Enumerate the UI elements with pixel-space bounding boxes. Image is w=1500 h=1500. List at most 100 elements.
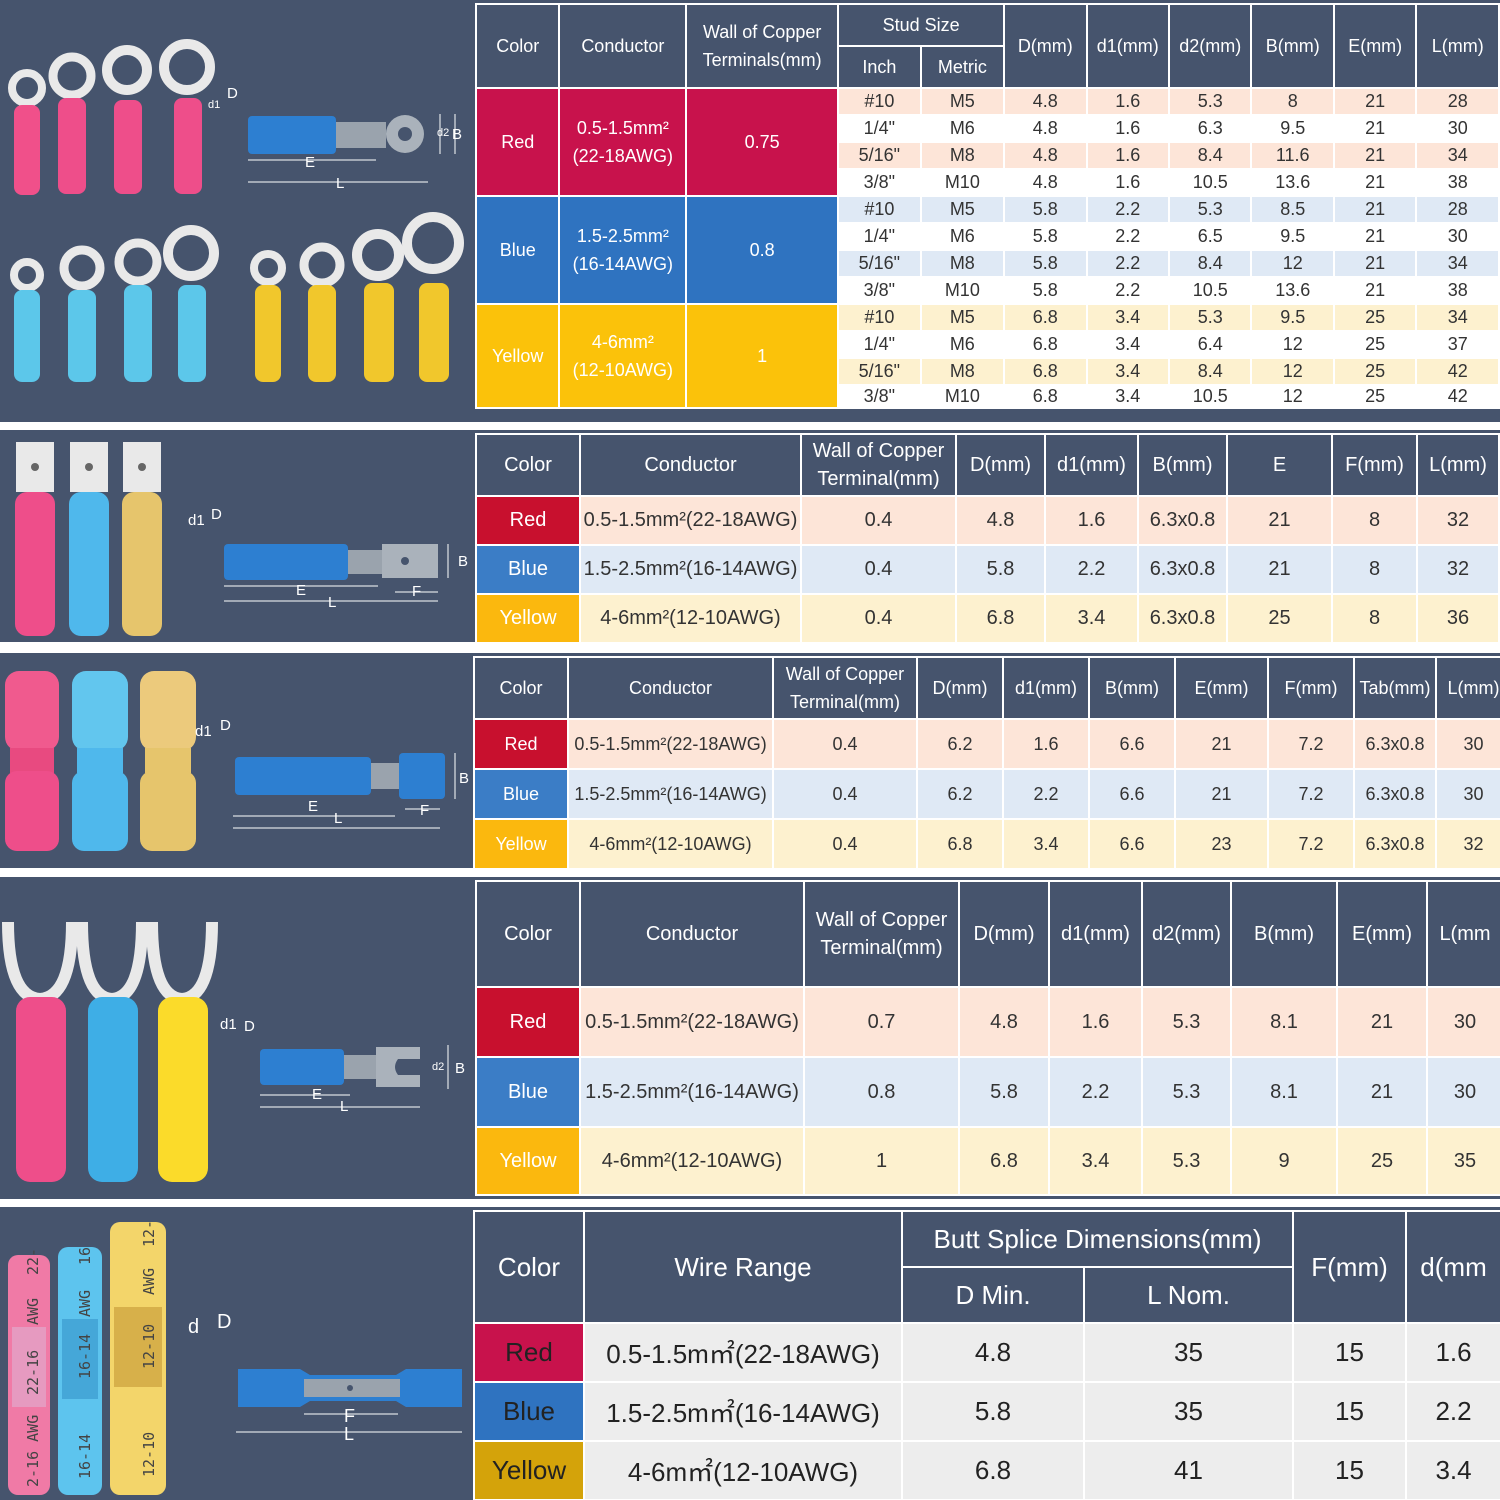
fork-header-B: B(mm): [1232, 882, 1336, 986]
table-row: 1/4" M6 5.8 2.2 6.5 9.5 21 30: [477, 224, 1498, 249]
ring-header-conductor: Conductor: [560, 5, 686, 87]
cell: 8.4: [1170, 143, 1251, 168]
cell: 3/8": [839, 386, 920, 407]
male-header-color: Color: [477, 435, 579, 495]
cell: 6.3x0.8: [1139, 546, 1226, 593]
ring-header-stud-size: Stud Size: [839, 5, 1004, 45]
female-label-F: F: [420, 802, 429, 819]
cell: 6.8: [1005, 305, 1086, 330]
female-header-E: E(mm): [1176, 658, 1267, 718]
butt-splice-illustration: 22- AWG 22-16 2-16 AWG 16 AWG 16-14 16-1…: [8, 1220, 462, 1495]
male-label-d1: d1: [188, 512, 205, 529]
cell: 7.2: [1269, 770, 1353, 818]
cell: 1: [805, 1128, 958, 1194]
cell: 36: [1418, 595, 1498, 642]
male-header-conductor: Conductor: [581, 435, 800, 495]
cell: 3.4: [1004, 820, 1088, 868]
cell: 30: [1428, 988, 1500, 1056]
male-label-E: E: [296, 582, 306, 599]
fork-header-color: Color: [477, 882, 579, 986]
ring-terminal-illustration: E L d1 D d2 B: [8, 39, 464, 382]
cell: 5.3: [1143, 1058, 1230, 1126]
cell: 9: [1232, 1128, 1336, 1194]
cell: 12: [1252, 359, 1333, 384]
cell: 21: [1334, 116, 1416, 141]
butt-label-d: d: [188, 1316, 199, 1338]
cell: 21: [1334, 143, 1416, 168]
cell: 25: [1334, 386, 1416, 407]
red-awg-top: 22-: [24, 1248, 42, 1275]
cell: 21: [1334, 170, 1416, 195]
cell: 35: [1085, 1324, 1293, 1381]
ring-header-D: D(mm): [1005, 5, 1086, 87]
ring-label-d1: d1: [208, 99, 220, 111]
cell: M5: [921, 305, 1004, 330]
cell: 2.2: [1407, 1383, 1500, 1440]
table-row: 5/16" M8 5.8 2.2 8.4 12 21 34: [477, 251, 1498, 276]
ring-header-wall: Wall of Copper Terminals(mm): [687, 5, 838, 87]
blue-awg-awg: AWG: [76, 1290, 94, 1317]
butt-header-dmin: D Min.: [903, 1268, 1083, 1322]
fork-label-E: E: [312, 1086, 322, 1103]
cell: 8.4: [1170, 359, 1251, 384]
cell: 5/16": [839, 251, 920, 276]
table-row: Yellow 4-6mm²(12-10AWG) 1 6.8 3.4 5.3 9 25 35: [477, 1128, 1500, 1194]
cell: 1/4": [839, 224, 920, 249]
ring-header-inch: Inch: [839, 47, 920, 87]
cell: 1.5-2.5m㎡(16-14AWG): [585, 1383, 901, 1440]
female-header-d1: d1(mm): [1004, 658, 1088, 718]
cell: 0.4: [774, 770, 916, 818]
cell: 6.5: [1170, 224, 1251, 249]
cell: 1.6: [1087, 89, 1169, 114]
cell: 4-6mm²(12-10AWG): [569, 820, 772, 868]
table-row: Yellow 4-6mm²(12-10AWG) 0.4 6.8 3.4 6.3x0.8 2…: [477, 595, 1498, 642]
cell: 2.2: [1087, 224, 1169, 249]
cell: 42: [1417, 386, 1498, 407]
cell: 32: [1418, 546, 1498, 593]
cell: 6.8: [1005, 332, 1086, 357]
cell: 3.4: [1087, 332, 1169, 357]
table-row: Red 0.5-1.5mm²(22-18AWG) 0.7 4.8 1.6 5.3 8.1 2…: [477, 988, 1500, 1056]
cell: 8: [1333, 546, 1416, 593]
color-cell-blue: Blue: [475, 770, 567, 818]
cell: 21: [1334, 278, 1416, 303]
cell: 8: [1333, 497, 1416, 544]
cell: 28: [1417, 89, 1498, 114]
cell: 3.4: [1407, 1442, 1500, 1499]
ring-header-metric: Metric: [921, 47, 1004, 87]
cell: 21: [1228, 546, 1331, 593]
cell: 32: [1418, 497, 1498, 544]
cell: 6.8: [1005, 359, 1086, 384]
cell: 34: [1417, 251, 1498, 276]
ring-header-E: E(mm): [1334, 5, 1416, 87]
cell: 1.6: [1087, 116, 1169, 141]
fork-header-L: L(mm: [1428, 882, 1500, 986]
table-row: Red 0.5-1.5mm² (22-18AWG) 0.75 #10 M5 4.8 1.…: [477, 89, 1498, 195]
female-label-D: D: [220, 717, 231, 734]
cell: 6.2: [918, 720, 1002, 768]
table-row: 3/8" M10 6.8 3.4 10.5 12 25 42: [477, 386, 1498, 407]
cell: 21: [1228, 497, 1331, 544]
cell: 1.6: [1087, 170, 1169, 195]
cell: 1.6: [1050, 988, 1141, 1056]
yellow-awg-top: 12-: [140, 1220, 158, 1247]
fork-terminals: [2, 921, 218, 1182]
fork-terminal-panel: E L d1 D d2 B Color Conductor Wall of Co…: [0, 877, 1500, 1199]
cell: #10: [839, 305, 920, 330]
cell: #10: [839, 197, 920, 222]
cell: 8.5: [1252, 197, 1333, 222]
cell: 1.6: [1004, 720, 1088, 768]
female-header-wall: Wall of Copper Terminal(mm): [774, 658, 916, 718]
cell: 41: [1085, 1442, 1293, 1499]
cell: 21: [1334, 251, 1416, 276]
cell: 5.8: [903, 1383, 1083, 1440]
cell: 7.2: [1269, 720, 1353, 768]
cell: 28: [1417, 197, 1498, 222]
female-header-conductor: Conductor: [569, 658, 772, 718]
table-row: Yellow 4-6mm² (12-10AWG) 1 #10 M5 6.8 3.4 5.3…: [477, 305, 1498, 407]
cell: 10.5: [1170, 278, 1251, 303]
ring-header-d2: d2(mm): [1170, 5, 1251, 87]
cell: 4.8: [1005, 143, 1086, 168]
male-label-L: L: [328, 594, 336, 611]
cell: 6.8: [903, 1442, 1083, 1499]
